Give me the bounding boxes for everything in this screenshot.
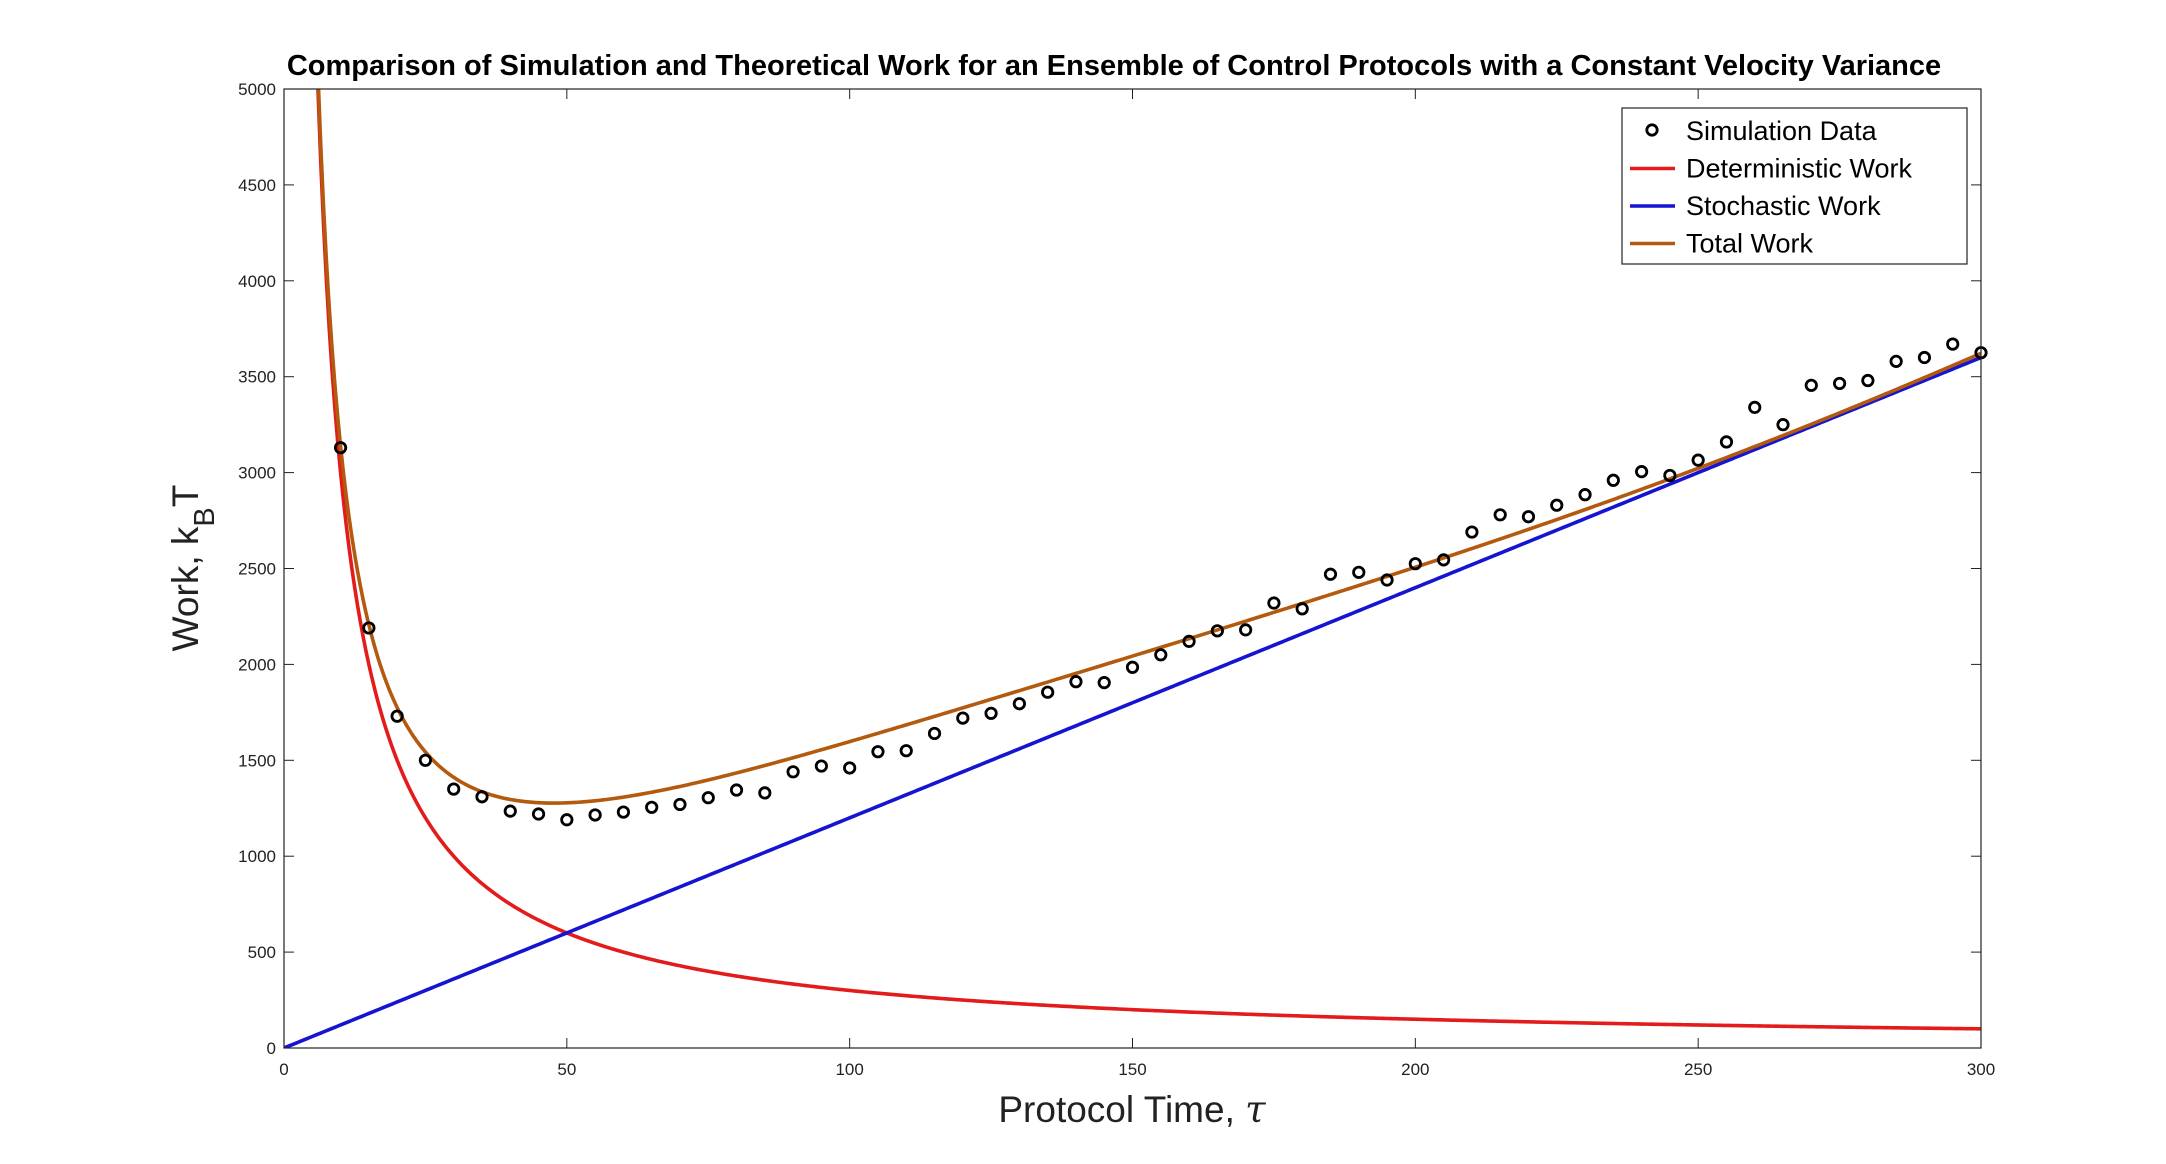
legend-box xyxy=(1621,107,1968,265)
simulation-data-point xyxy=(1550,498,1564,512)
x-axis-label-symbol: τ xyxy=(1245,1088,1266,1131)
simulation-data-point xyxy=(1380,573,1394,587)
y-tick-label: 4000 xyxy=(238,272,276,291)
simulation-data-point xyxy=(362,621,376,635)
simulation-data-point xyxy=(1635,465,1649,479)
x-tick-label: 100 xyxy=(835,1060,863,1079)
simulation-data-point xyxy=(418,753,433,767)
plot-clip-group xyxy=(284,89,1981,1048)
y-tick-label: 500 xyxy=(248,943,276,962)
simulation-data-point xyxy=(560,813,574,827)
simulation-data-point xyxy=(1295,602,1309,616)
simulation-data-point xyxy=(1125,660,1140,674)
simulation-data-point xyxy=(1493,508,1507,522)
y-tick-label: 2500 xyxy=(238,560,276,579)
simulation-data-point xyxy=(1861,373,1875,388)
series-line-total-work xyxy=(316,89,1981,805)
y-axis-label-tail: T xyxy=(165,485,206,508)
legend-label: Simulation Data xyxy=(1686,116,1878,146)
simulation-data-point xyxy=(503,804,517,818)
simulation-data-point xyxy=(1323,567,1338,581)
simulation-data-point xyxy=(1465,525,1479,539)
simulation-data-point xyxy=(1041,685,1055,699)
y-tick-label: 5000 xyxy=(238,80,276,99)
simulation-data-point xyxy=(1832,376,1847,391)
simulation-data-point xyxy=(758,786,772,800)
simulation-data-point xyxy=(1719,435,1734,449)
simulation-data-point xyxy=(956,711,970,725)
simulation-data-point xyxy=(475,790,489,804)
simulation-data-point xyxy=(1069,675,1083,689)
simulation-data-point xyxy=(1182,634,1196,648)
legend-marker-simulation-data xyxy=(1645,123,1659,137)
simulation-data-point xyxy=(1352,565,1366,579)
simulation-data-point xyxy=(1154,648,1168,662)
simulation-data-point xyxy=(1437,553,1451,567)
simulation-data-point xyxy=(843,761,857,775)
x-tick-label: 300 xyxy=(1967,1060,1995,1079)
y-tick-label: 2000 xyxy=(238,655,276,674)
y-axis-label: Work, kBT xyxy=(165,485,221,652)
simulation-data-point xyxy=(927,726,942,741)
chart-title: Comparison of Simulation and Theoretical… xyxy=(287,50,1941,82)
legend: Simulation Data Deterministic Work Stochas… xyxy=(1621,107,1968,265)
x-tick-label: 50 xyxy=(557,1060,576,1079)
simulation-data-point xyxy=(1521,510,1536,524)
legend-label: Deterministic Work xyxy=(1686,154,1913,184)
x-tick-label: 250 xyxy=(1684,1060,1712,1079)
simulation-data-point xyxy=(1097,676,1111,690)
simulation-data-point xyxy=(673,797,687,812)
simulation-data-point xyxy=(1578,488,1592,502)
y-axis-label-subscript: B xyxy=(189,507,221,526)
x-tick-label: 200 xyxy=(1401,1060,1429,1079)
simulation-data-point xyxy=(1606,473,1620,487)
simulation-data-point xyxy=(1408,557,1422,571)
simulation-data-point xyxy=(1012,697,1026,711)
simulation-data-point xyxy=(531,807,546,821)
simulation-data-point xyxy=(899,744,913,758)
simulation-data-point xyxy=(616,805,631,819)
legend-label: Stochastic Work xyxy=(1686,191,1881,221)
simulation-data-point xyxy=(786,765,800,779)
simulation-data-point xyxy=(814,759,828,773)
series-line-stochastic-work xyxy=(284,355,1981,1048)
series-line-deterministic-work xyxy=(316,89,1981,1031)
simulation-data-point xyxy=(701,791,715,805)
axis-ticks: 0 50 100 150 200 250 3000500100015002000250030… xyxy=(238,80,1995,1079)
simulation-data-point xyxy=(1917,350,1932,365)
simulation-data-point xyxy=(390,709,404,723)
x-axis-label-text: Protocol Time, xyxy=(998,1089,1245,1130)
simulation-data-point xyxy=(1804,378,1818,392)
y-tick-label: 0 xyxy=(267,1039,276,1058)
simulation-data-point xyxy=(588,808,602,822)
simulation-data-point xyxy=(984,706,998,720)
simulation-data-point xyxy=(729,783,744,797)
x-axis-label: Protocol Time, τ xyxy=(998,1088,1266,1131)
simulation-data-point xyxy=(447,782,461,796)
y-tick-label: 3000 xyxy=(238,464,276,483)
simulation-data-point xyxy=(1210,624,1224,638)
y-axis-label-text: Work, k xyxy=(165,526,206,651)
simulation-data-point xyxy=(1239,623,1253,637)
y-tick-label: 1000 xyxy=(238,847,276,866)
legend-label: Total Work xyxy=(1686,229,1814,259)
simulation-data-point xyxy=(1748,400,1762,414)
simulation-data-point xyxy=(1691,453,1705,467)
simulation-data-point xyxy=(1946,337,1960,351)
y-tick-label: 4500 xyxy=(238,176,276,195)
simulation-data-point xyxy=(333,441,348,455)
simulation-data-point xyxy=(645,800,659,814)
x-tick-label: 150 xyxy=(1118,1060,1146,1079)
simulation-data-point xyxy=(1776,418,1790,432)
y-tick-label: 1500 xyxy=(238,751,276,770)
axes-frame xyxy=(283,88,1982,1049)
simulation-data-point xyxy=(1889,354,1903,368)
simulation-data-point xyxy=(871,745,885,759)
x-tick-label: 0 xyxy=(279,1060,288,1079)
series-layer xyxy=(284,89,1988,1048)
y-tick-label: 3500 xyxy=(238,368,276,387)
simulation-data-point xyxy=(1663,468,1677,483)
simulation-data-point xyxy=(1267,596,1281,610)
